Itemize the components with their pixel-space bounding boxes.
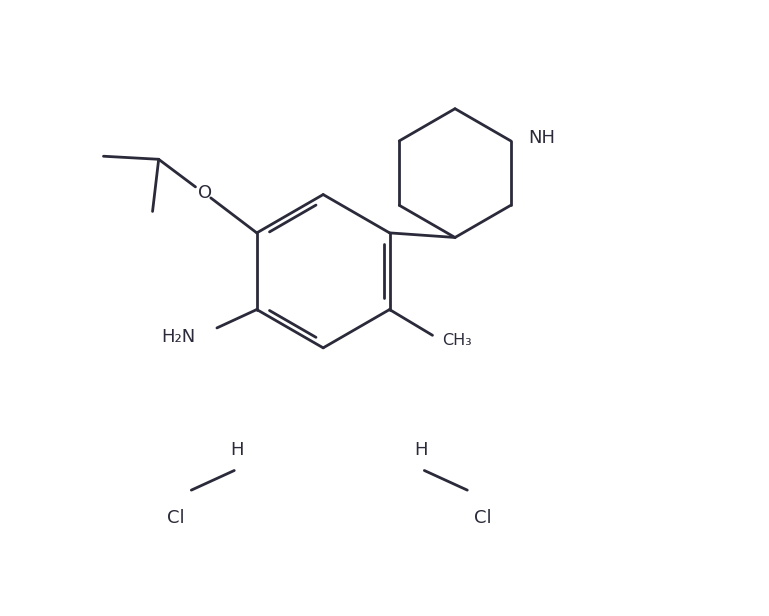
Text: Cl: Cl bbox=[474, 509, 491, 527]
Text: CH₃: CH₃ bbox=[441, 333, 471, 347]
Text: O: O bbox=[198, 184, 211, 202]
Text: Cl: Cl bbox=[167, 509, 185, 527]
Text: H: H bbox=[414, 442, 428, 460]
Text: NH: NH bbox=[528, 129, 555, 147]
Text: H₂N: H₂N bbox=[161, 328, 195, 346]
Text: H: H bbox=[231, 442, 244, 460]
